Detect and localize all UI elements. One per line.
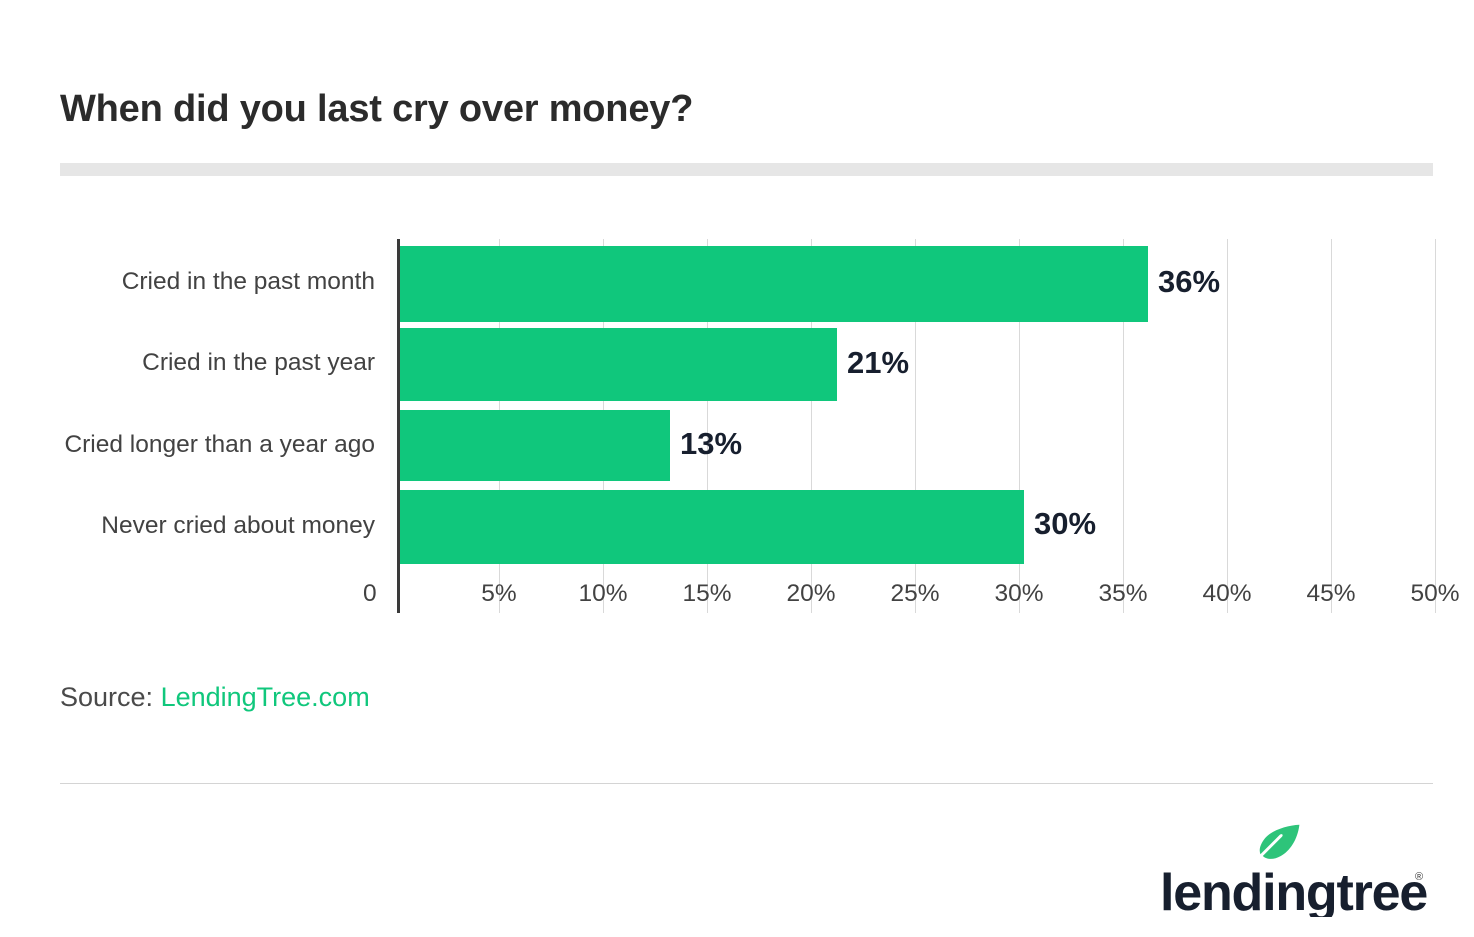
svg-text:lendingtree: lendingtree xyxy=(1160,864,1427,917)
svg-text:®: ® xyxy=(1415,871,1423,883)
